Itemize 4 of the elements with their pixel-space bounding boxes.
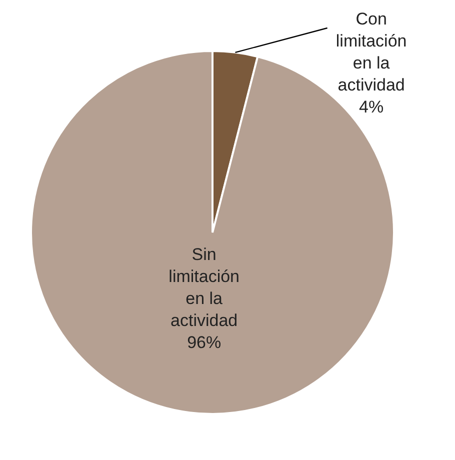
slice-label: Con limitación en la actividad bbox=[336, 10, 407, 95]
slice-label: Sin limitación en la actividad bbox=[168, 244, 240, 330]
data-label: 4% bbox=[359, 98, 384, 117]
data-label: 96% bbox=[187, 332, 222, 352]
